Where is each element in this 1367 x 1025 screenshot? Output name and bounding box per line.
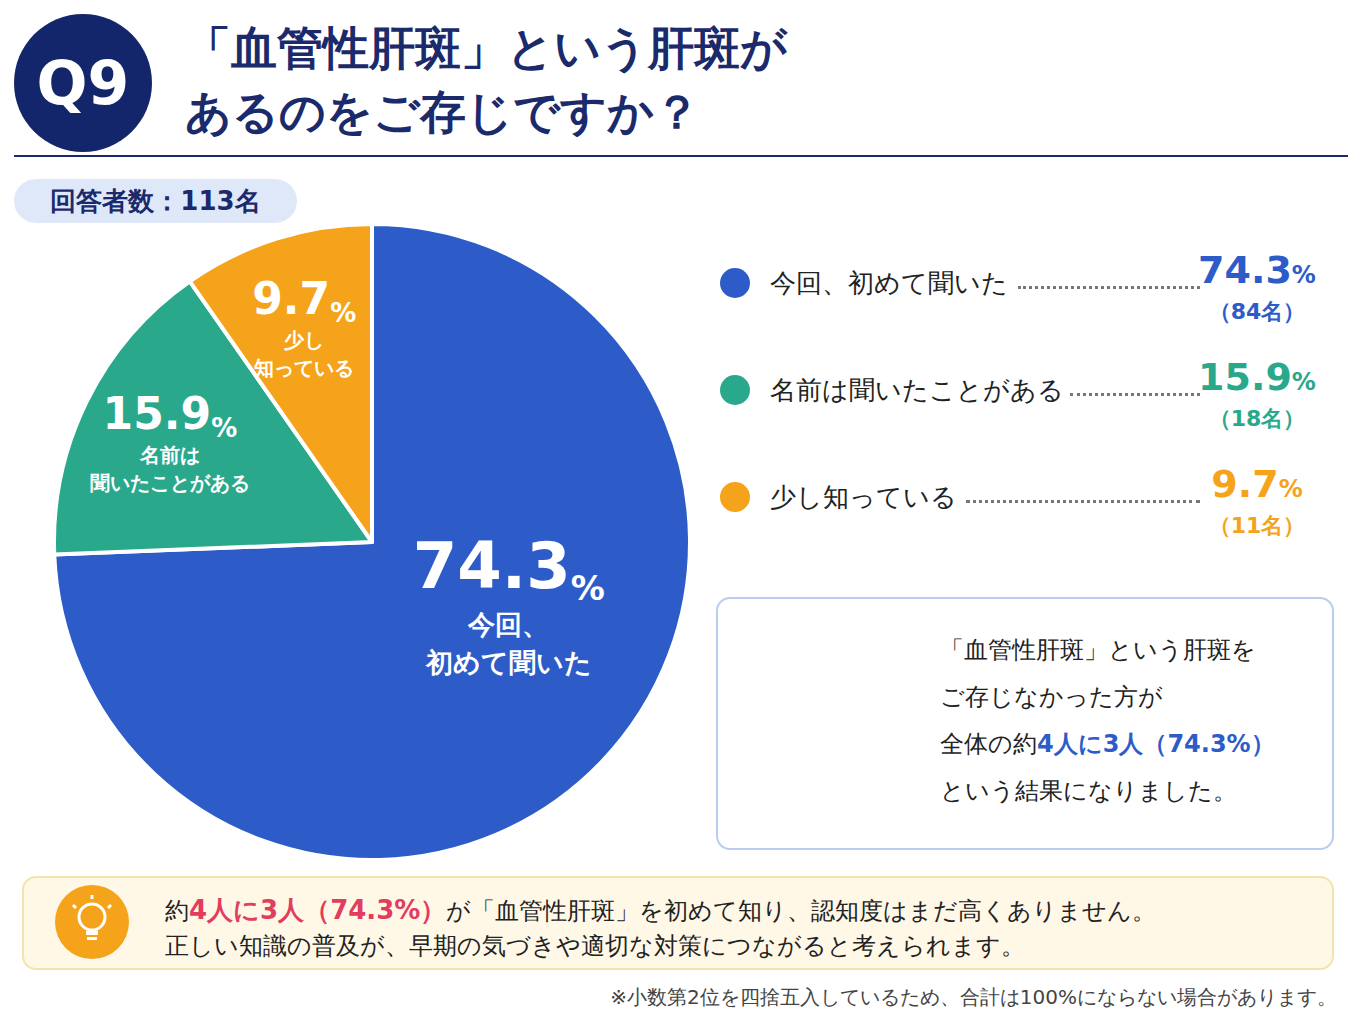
html-text:※小数第2位を四捨五入しているため、合計は100%にならない: ※小数第2位を四捨五入しているため、合計は100%にならない場合があります。 bbox=[610, 985, 1337, 1009]
svg-text:%: % bbox=[330, 298, 356, 328]
html-text:あるのをご存じですか？: あるのをご存じですか？ bbox=[185, 85, 700, 139]
svg-text:74.3: 74.3 bbox=[413, 529, 571, 603]
html-text:（11名）: （11名） bbox=[1208, 513, 1306, 538]
svg-text:%: % bbox=[211, 413, 237, 443]
html-text:74.3%: 74.3% bbox=[1198, 248, 1316, 292]
svg-text:初めて聞いた: 初めて聞いた bbox=[425, 647, 592, 678]
svg-text:%: % bbox=[571, 568, 605, 608]
html-text:15.9%: 15.9% bbox=[1198, 355, 1316, 399]
html-text:（18名）: （18名） bbox=[1208, 406, 1306, 431]
html-text:今回、初めて聞いた: 今回、初めて聞いた bbox=[770, 268, 1008, 298]
html-text:回答者数：113名: 回答者数：113名 bbox=[50, 186, 261, 216]
html-text:ご存じなかった方が: ご存じなかった方が bbox=[940, 683, 1163, 711]
svg-text:今回、: 今回、 bbox=[467, 609, 549, 640]
svg-text:名前は: 名前は bbox=[139, 443, 200, 467]
html-text:9.7%: 9.7% bbox=[1211, 462, 1303, 506]
svg-text:少し: 少し bbox=[284, 328, 324, 352]
html-text:名前は聞いたことがある: 名前は聞いたことがある bbox=[770, 375, 1064, 405]
svg-text:知っている: 知っている bbox=[253, 356, 354, 380]
svg-text:15.9: 15.9 bbox=[103, 388, 212, 439]
html-text:（84名）: （84名） bbox=[1208, 299, 1306, 324]
html-text:Q9: Q9 bbox=[36, 48, 130, 118]
html-text:「血管性肝斑」という肝斑が: 「血管性肝斑」という肝斑が bbox=[185, 21, 787, 75]
html-text:「血管性肝斑」という肝斑を: 「血管性肝斑」という肝斑を bbox=[940, 636, 1256, 664]
html-text:という結果になりました。: という結果になりました。 bbox=[940, 777, 1237, 805]
svg-text:9.7: 9.7 bbox=[252, 273, 330, 324]
svg-text:聞いたことがある: 聞いたことがある bbox=[90, 471, 250, 495]
html-text:約4人に3人（74.3%）が「血管性肝斑」を初めて知り、認知: 約4人に3人（74.3%）が「血管性肝斑」を初めて知り、認知度はまだ高くありませ… bbox=[165, 895, 1157, 925]
html-text:全体の約4人に3人（74.3%）: 全体の約4人に3人（74.3%） bbox=[940, 730, 1275, 758]
html-text:正しい知識の普及が、早期の気づきや適切な対策につながると考え: 正しい知識の普及が、早期の気づきや適切な対策につながると考えられます。 bbox=[165, 932, 1025, 960]
html-text:少し知っている: 少し知っている bbox=[770, 482, 957, 512]
